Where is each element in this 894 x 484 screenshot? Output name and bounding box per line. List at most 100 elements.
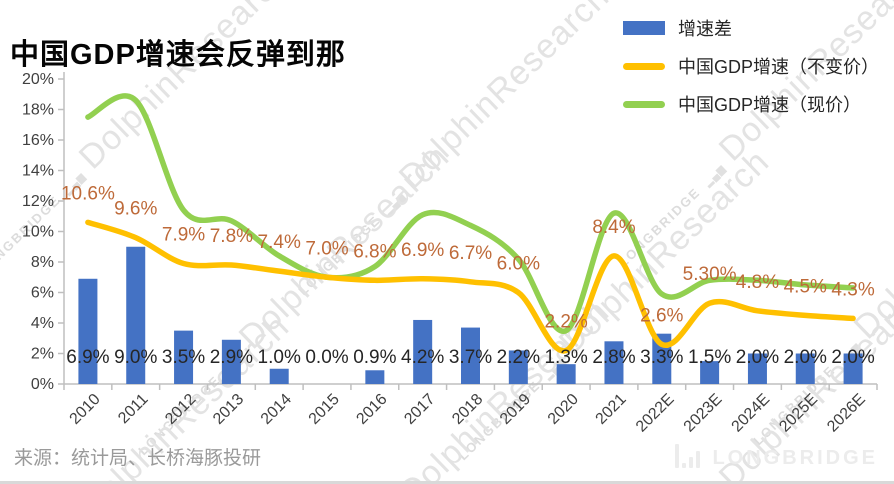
y-tick-label: 16% bbox=[22, 132, 54, 149]
line-label: 10.6% bbox=[61, 183, 115, 204]
bar-label: 1.0% bbox=[258, 347, 301, 368]
line-constant-price bbox=[85, 219, 856, 354]
legend-item-current-price: 中国GDP增速（现价） bbox=[623, 91, 879, 117]
y-tick-label: 12% bbox=[22, 193, 54, 210]
legend-label: 增速差 bbox=[678, 19, 732, 39]
line-label: 7.8% bbox=[210, 226, 253, 247]
bar bbox=[604, 341, 624, 384]
legend-item-constant-price: 中国GDP增速（不变价） bbox=[623, 53, 879, 79]
y-tick-label: 14% bbox=[22, 163, 54, 180]
line-label: 7.9% bbox=[162, 225, 205, 246]
x-tick-label: 2016 bbox=[353, 391, 390, 428]
line-label: 4.5% bbox=[784, 276, 827, 297]
x-tick-label: 2024E bbox=[729, 391, 774, 436]
line-label: 7.0% bbox=[305, 238, 348, 259]
legend-label: 中国GDP增速（不变价） bbox=[678, 57, 880, 77]
legend-swatch-constant-price-line bbox=[623, 62, 665, 70]
bar bbox=[78, 278, 98, 384]
line-label: 4.8% bbox=[736, 272, 779, 293]
bar bbox=[556, 364, 576, 384]
line-label: 4.3% bbox=[831, 279, 874, 300]
longbridge-logo: LONGBRIDGE bbox=[675, 444, 878, 468]
bar-label: 3.3% bbox=[640, 347, 683, 368]
bar-label: 2.0% bbox=[831, 347, 874, 368]
x-tick-label: 2014 bbox=[258, 391, 295, 428]
bar bbox=[365, 370, 385, 384]
bar-label: 2.8% bbox=[592, 347, 635, 368]
bar bbox=[843, 353, 863, 384]
x-axis: 2010 2011 2012 2013 2014 2015 2016 2017 2018 2019… bbox=[63, 383, 878, 436]
bar-label: 1.5% bbox=[688, 347, 731, 368]
bar-label: 4.2% bbox=[401, 347, 444, 368]
bar bbox=[269, 368, 289, 384]
x-tick-label: 2026E bbox=[824, 391, 869, 436]
y-tick-label: 10% bbox=[22, 224, 54, 241]
bar-label: 2.0% bbox=[784, 347, 827, 368]
line-label: 6.9% bbox=[401, 240, 444, 261]
bar-labels: 6.9% 9.0% 3.5% 2.9% 1.0% 0.0% 0.9% 4.2% 3.7% 2.2%… bbox=[66, 347, 875, 368]
line-label: 2.6% bbox=[640, 305, 683, 326]
y-tick-label: 8% bbox=[31, 254, 54, 271]
legend-swatch-current-price-line bbox=[623, 100, 665, 108]
y-tick-label: 4% bbox=[31, 315, 54, 332]
y-axis: 0% 2% 4% 6% 8% 10% 12% 14% 16% 18% 20% bbox=[22, 71, 65, 393]
line-label: 8.4% bbox=[592, 217, 635, 238]
bar bbox=[795, 353, 815, 384]
line-label: 5.30% bbox=[683, 264, 737, 285]
x-tick-label: 2017 bbox=[401, 391, 438, 428]
line-label: 2.2% bbox=[544, 311, 587, 332]
x-tick-label: 2023E bbox=[681, 391, 726, 436]
bar-label: 3.5% bbox=[162, 347, 205, 368]
source-note: 来源：统计局、长桥海豚投研 bbox=[14, 448, 262, 469]
bar bbox=[747, 353, 767, 384]
x-tick-label: 2010 bbox=[67, 391, 104, 428]
page-title: 中国GDP增速会反弹到那 bbox=[10, 39, 346, 72]
bar-label: 0.9% bbox=[353, 347, 396, 368]
bar bbox=[461, 327, 480, 384]
chart-legend: 增速差 中国GDP增速（不变价） 中国GDP增速（现价） bbox=[623, 15, 879, 117]
y-tick-label: 18% bbox=[22, 102, 54, 119]
bar-label: 3.7% bbox=[449, 347, 492, 368]
bar bbox=[174, 330, 194, 384]
y-tick-label: 20% bbox=[22, 71, 54, 88]
legend-item-growth-gap: 增速差 bbox=[623, 15, 879, 41]
x-tick-label: 2022E bbox=[633, 391, 678, 436]
x-tick-label: 2018 bbox=[449, 391, 486, 428]
x-tick-label: 2021 bbox=[593, 391, 630, 428]
bar-label: 2.9% bbox=[210, 347, 253, 368]
bar bbox=[700, 361, 720, 384]
line-label: 6.8% bbox=[353, 241, 396, 262]
line-label: 7.4% bbox=[258, 232, 301, 253]
bar-label: 2.0% bbox=[736, 347, 779, 368]
y-tick-label: 2% bbox=[31, 346, 54, 363]
line-labels: 10.6%9.6%7.9% 7.8% 7.4% 7.0% 6.8% 6.9% 6.7%6.0… bbox=[61, 183, 875, 332]
y-tick-label: 6% bbox=[31, 285, 54, 302]
line-label: 9.6% bbox=[114, 199, 157, 220]
line-label: 6.7% bbox=[449, 243, 492, 264]
x-tick-label: 2011 bbox=[115, 391, 151, 427]
bar bbox=[221, 339, 241, 384]
legend-label: 中国GDP增速（现价） bbox=[678, 95, 862, 115]
line-label: 6.0% bbox=[497, 254, 540, 275]
y-tick-label: 0% bbox=[31, 376, 54, 393]
x-tick-label: 2012 bbox=[162, 391, 199, 428]
x-tick-label: 2025E bbox=[776, 391, 821, 436]
bar-label: 9.0% bbox=[114, 347, 157, 368]
legend-swatch-bar bbox=[623, 21, 665, 35]
longbridge-bars-icon bbox=[675, 444, 701, 468]
x-tick-label: 2019 bbox=[497, 391, 534, 428]
x-tick-label: 2013 bbox=[210, 391, 247, 428]
x-tick-label: 2020 bbox=[545, 391, 582, 428]
bar-label: 0.0% bbox=[305, 347, 348, 368]
longbridge-logo-text: LONGBRIDGE bbox=[712, 447, 878, 469]
x-tick-label: 2015 bbox=[306, 391, 343, 428]
line-current-price bbox=[85, 93, 856, 334]
bar-label: 2.2% bbox=[497, 347, 540, 368]
bar bbox=[413, 319, 433, 384]
bar bbox=[508, 350, 528, 384]
bar-label: 6.9% bbox=[66, 347, 109, 368]
bar bbox=[126, 246, 146, 384]
bar-label: 1.3% bbox=[544, 347, 587, 368]
